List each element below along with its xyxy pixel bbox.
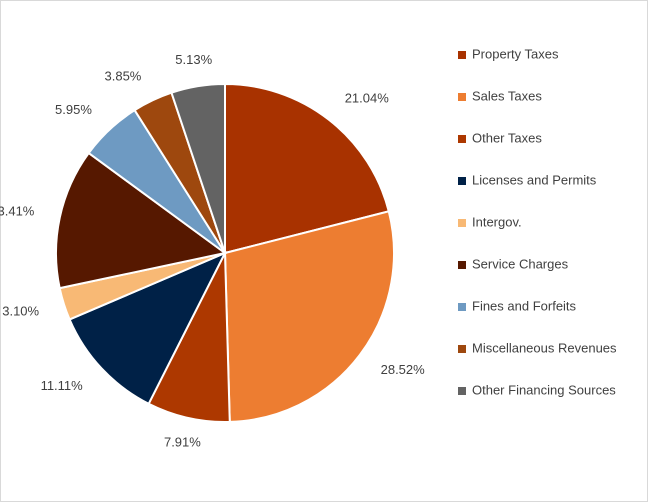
legend-swatch	[458, 135, 466, 143]
data-label: 7.91%	[164, 435, 201, 450]
legend-label: Sales Taxes	[472, 88, 542, 103]
legend-swatch	[458, 51, 466, 59]
pie-slice	[223, 210, 395, 423]
pie-slice	[55, 151, 228, 290]
data-label: 3.10%	[2, 303, 39, 318]
legend-label: Other Taxes	[472, 130, 542, 145]
data-label: 5.13%	[175, 52, 212, 67]
legend-swatch	[458, 219, 466, 227]
legend-label: Intergov.	[472, 214, 522, 229]
data-label: 11.11%	[41, 378, 84, 393]
legend-label: Fines and Forfeits	[472, 298, 577, 313]
pie-slice	[68, 250, 228, 406]
data-label: 28.52%	[381, 362, 426, 377]
legend-label: Other Financing Sources	[472, 382, 616, 397]
legend-swatch	[458, 303, 466, 311]
legend-label: Licenses and Permits	[472, 172, 597, 187]
legend-label: Miscellaneous Revenues	[472, 340, 617, 355]
legend-swatch	[458, 345, 466, 353]
legend-label: Property Taxes	[472, 46, 559, 61]
legend-swatch	[458, 261, 466, 269]
data-label: 3.85%	[105, 68, 142, 83]
pie-slice	[170, 82, 226, 254]
pie-slice	[224, 82, 391, 255]
legend-swatch	[458, 177, 466, 185]
legend-label: Service Charges	[472, 256, 569, 271]
legend-swatch	[458, 93, 466, 101]
legend-swatch	[458, 387, 466, 395]
data-label: 13.41%	[0, 203, 35, 218]
data-label: 21.04%	[345, 90, 390, 105]
data-label: 5.95%	[55, 102, 92, 117]
